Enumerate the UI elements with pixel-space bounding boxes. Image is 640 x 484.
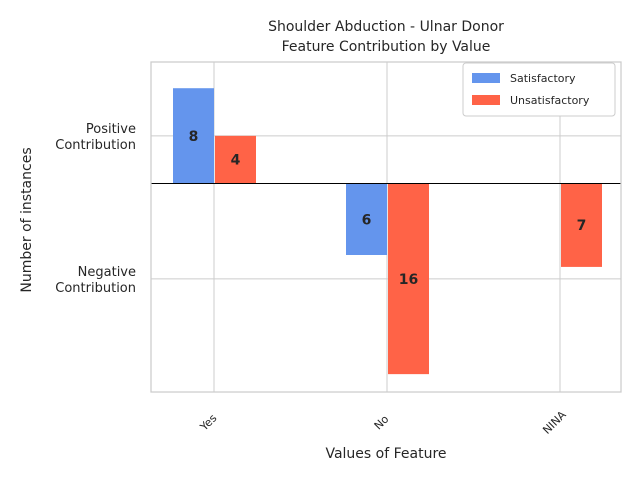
bars (173, 88, 602, 375)
plot-frame (150, 61, 622, 393)
bar-satisfactory-no (346, 183, 387, 255)
bar-labels: 8 6 4 16 7 (189, 129, 587, 288)
bar-value-label: 8 (189, 129, 199, 145)
legend-swatch-satisfactory (472, 73, 500, 83)
bar-satisfactory-yes (173, 88, 214, 184)
bar-unsatisfactory-yes (215, 135, 256, 184)
y-tick-label: Negative Contribution (55, 265, 136, 296)
x-tick-label: NINA (540, 408, 569, 437)
bar-value-label: 6 (362, 212, 372, 228)
legend-items: Satisfactory Unsatisfactory (472, 72, 590, 107)
x-tick-label: Yes (197, 411, 220, 434)
chart-title-line-1: Shoulder Abduction - Ulnar Donor (268, 19, 504, 35)
legend-label-satisfactory: Satisfactory (510, 72, 576, 85)
bar-value-label: 4 (231, 153, 241, 169)
legend-box (462, 62, 616, 117)
bar-unsatisfactory-nina (561, 183, 602, 267)
chart-title-line-2: Feature Contribution by Value (282, 39, 491, 55)
bar-unsatisfactory-no (388, 183, 429, 375)
y-tick-label: Positive Contribution (55, 122, 136, 153)
y-axis-label: Number of instances (19, 147, 35, 292)
legend-swatch-unsatisfactory (472, 95, 500, 105)
x-tick-label: No (372, 412, 392, 432)
legend: Satisfactory Unsatisfactory (462, 62, 616, 117)
legend-label-unsatisfactory: Unsatisfactory (510, 94, 590, 107)
bar-value-label: 7 (577, 218, 587, 234)
x-axis-label: Values of Feature (325, 446, 446, 462)
bar-value-label: 16 (399, 272, 418, 288)
